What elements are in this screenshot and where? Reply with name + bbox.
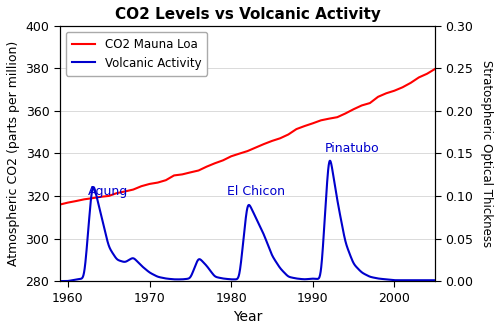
CO2 Mauna Loa [318, 118, 324, 122]
CO2 Mauna Loa [114, 191, 120, 195]
Volcanic Activity [432, 278, 438, 282]
Text: Pinatubo: Pinatubo [325, 142, 380, 155]
Title: CO2 Levels vs Volcanic Activity: CO2 Levels vs Volcanic Activity [114, 7, 380, 22]
CO2 Mauna Loa [367, 101, 373, 105]
CO2 Mauna Loa [90, 196, 96, 200]
CO2 Mauna Loa [286, 132, 292, 136]
CO2 Mauna Loa [138, 184, 144, 188]
CO2 Mauna Loa [236, 152, 242, 156]
CO2 Mauna Loa [220, 158, 226, 162]
CO2 Mauna Loa [392, 89, 398, 93]
CO2 Mauna Loa [334, 115, 340, 119]
CO2 Mauna Loa [204, 165, 210, 168]
CO2 Mauna Loa [375, 95, 381, 99]
CO2 Mauna Loa [294, 127, 300, 131]
CO2 Mauna Loa [57, 203, 63, 207]
CO2 Mauna Loa [350, 107, 356, 111]
CO2 Mauna Loa [179, 172, 185, 176]
CO2 Mauna Loa [146, 182, 152, 186]
CO2 Mauna Loa [269, 139, 275, 143]
CO2 Mauna Loa [432, 67, 438, 71]
CO2 Mauna Loa [244, 149, 250, 153]
CO2 Mauna Loa [98, 195, 103, 199]
Volcanic Activity [351, 261, 357, 265]
Text: El Chicon: El Chicon [227, 185, 285, 198]
Text: Agung: Agung [88, 185, 128, 198]
CO2 Mauna Loa [163, 178, 169, 182]
CO2 Mauna Loa [82, 197, 87, 201]
Volcanic Activity [48, 279, 54, 283]
Volcanic Activity [421, 278, 427, 282]
Line: CO2 Mauna Loa: CO2 Mauna Loa [52, 69, 435, 206]
CO2 Mauna Loa [408, 81, 414, 85]
Volcanic Activity [68, 278, 74, 282]
CO2 Mauna Loa [252, 146, 258, 150]
Volcanic Activity [422, 278, 428, 282]
CO2 Mauna Loa [122, 189, 128, 193]
CO2 Mauna Loa [171, 173, 177, 177]
CO2 Mauna Loa [326, 117, 332, 120]
CO2 Mauna Loa [106, 194, 112, 198]
CO2 Mauna Loa [424, 72, 430, 76]
CO2 Mauna Loa [48, 204, 54, 208]
CO2 Mauna Loa [188, 170, 194, 174]
CO2 Mauna Loa [310, 121, 316, 125]
CO2 Mauna Loa [261, 142, 267, 146]
CO2 Mauna Loa [383, 91, 389, 95]
CO2 Mauna Loa [154, 181, 160, 185]
CO2 Mauna Loa [277, 136, 283, 140]
Volcanic Activity [327, 159, 333, 163]
Legend: CO2 Mauna Loa, Volcanic Activity: CO2 Mauna Loa, Volcanic Activity [66, 32, 207, 75]
CO2 Mauna Loa [212, 161, 218, 165]
CO2 Mauna Loa [196, 168, 202, 172]
CO2 Mauna Loa [65, 201, 71, 205]
Y-axis label: Stratospheric Optical Thickness: Stratospheric Optical Thickness [480, 60, 493, 247]
Volcanic Activity [235, 275, 241, 279]
Line: Volcanic Activity: Volcanic Activity [52, 161, 435, 281]
CO2 Mauna Loa [342, 112, 348, 116]
CO2 Mauna Loa [302, 124, 308, 128]
CO2 Mauna Loa [358, 104, 364, 108]
CO2 Mauna Loa [130, 188, 136, 192]
CO2 Mauna Loa [416, 75, 422, 79]
CO2 Mauna Loa [228, 154, 234, 158]
Volcanic Activity [225, 277, 231, 281]
X-axis label: Year: Year [233, 310, 262, 324]
Y-axis label: Atmospheric CO2 (parts per million): Atmospheric CO2 (parts per million) [7, 41, 20, 266]
CO2 Mauna Loa [400, 85, 406, 89]
CO2 Mauna Loa [73, 199, 79, 203]
